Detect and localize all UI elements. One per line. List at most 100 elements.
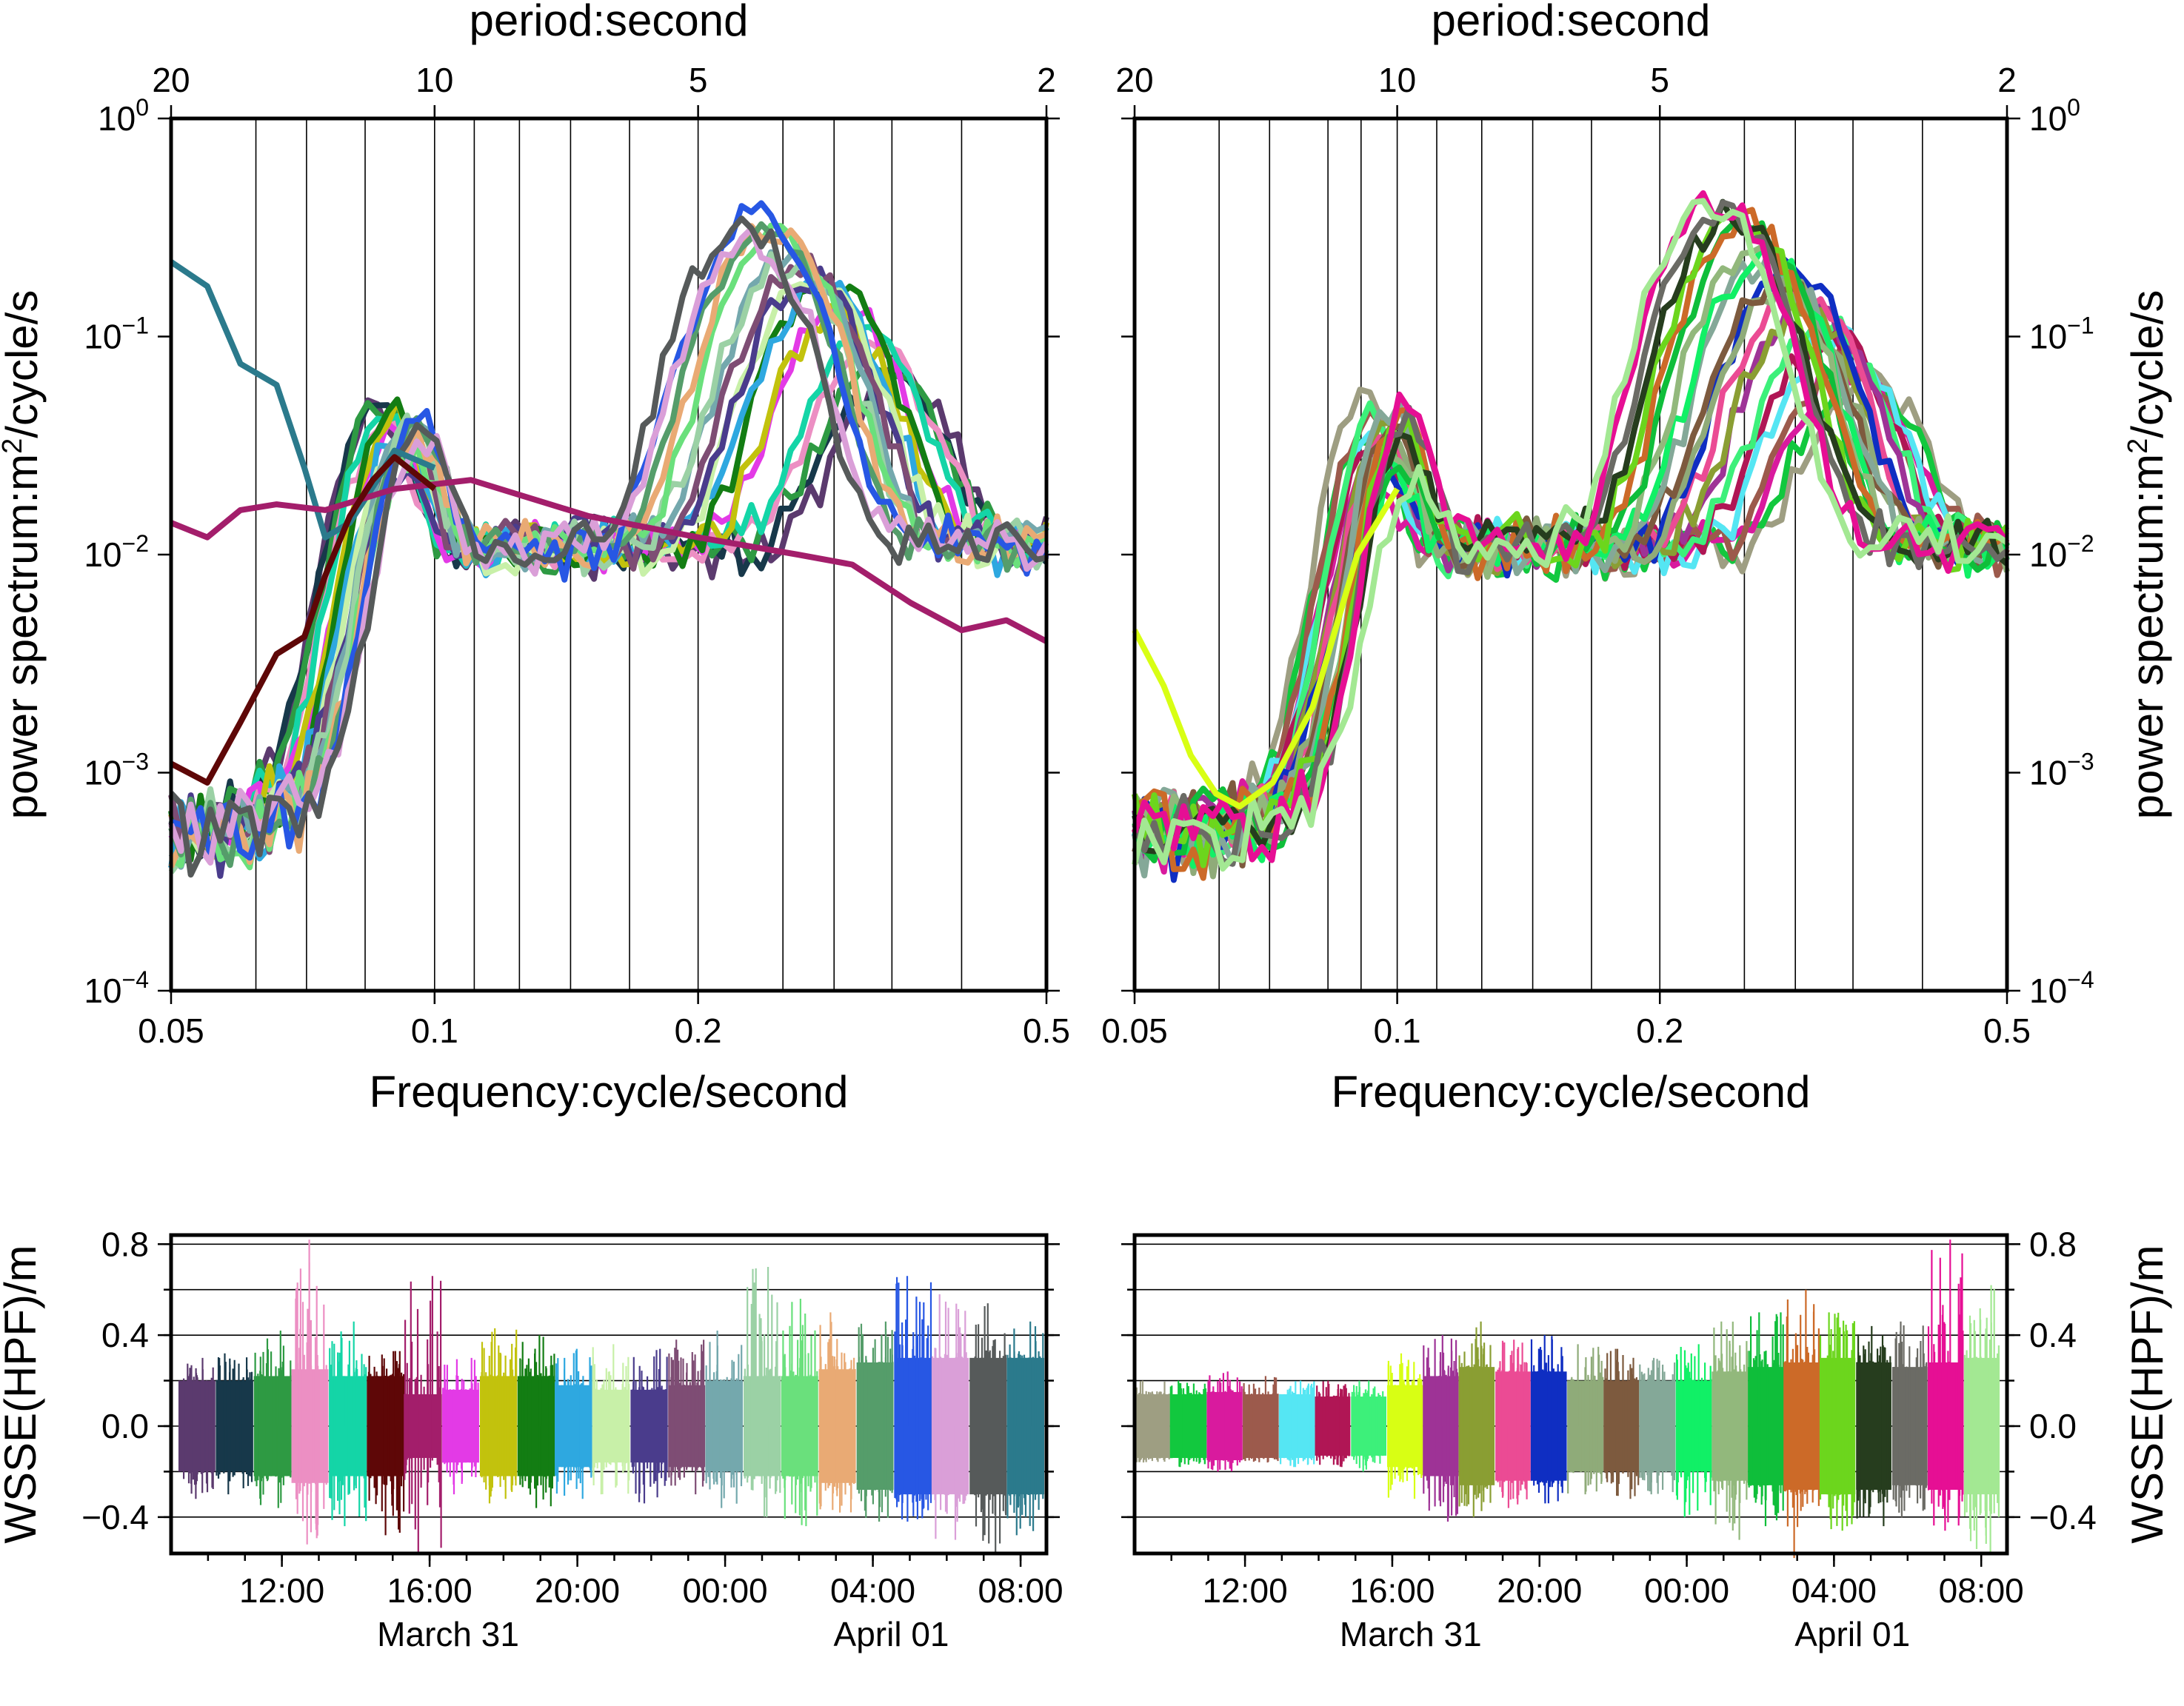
y-tick-exp: −4 xyxy=(122,966,149,993)
wave-segment-spikes xyxy=(818,1312,856,1513)
x-tick-label: 12:00 xyxy=(239,1571,324,1610)
wave-segment-spikes xyxy=(1423,1335,1458,1522)
wave-segment-spikes xyxy=(1530,1335,1563,1504)
wave-segment-spikes xyxy=(481,1328,518,1504)
y-tick-label: 10−1 xyxy=(2029,312,2094,356)
y-tick-exp: −4 xyxy=(2067,966,2094,993)
wave-segment-spikes xyxy=(1316,1380,1350,1468)
wave-segment-spikes xyxy=(1351,1380,1384,1472)
wave-segment-spikes xyxy=(1567,1344,1604,1495)
date-label: April 01 xyxy=(834,1615,949,1653)
tick-layer: −0.4 0.0 0.4 0.8 12:00 16:00 20:00 00:00 04:00 08… xyxy=(81,1225,1063,1653)
y-axis-title-text: power spectrum:m xyxy=(2123,454,2172,819)
y-tick-label: −0.4 xyxy=(81,1498,149,1536)
wave-segment-spikes xyxy=(1856,1325,1891,1527)
wave-segment-spikes xyxy=(894,1276,932,1522)
x-tick-label: 04:00 xyxy=(830,1571,915,1610)
y-tick-label: −0.4 xyxy=(2029,1498,2097,1536)
spectrum-series-line xyxy=(1132,487,1400,810)
top-axis-title: period:second xyxy=(470,0,749,45)
wave-segment-spikes xyxy=(1604,1348,1640,1499)
date-label: March 31 xyxy=(1340,1615,1482,1653)
y-tick-base: 10 xyxy=(84,318,121,356)
wave-segment-spikes xyxy=(1280,1380,1315,1468)
wave-segment-spikes xyxy=(442,1357,479,1495)
y-tick-label: 100 xyxy=(2029,94,2080,138)
y-tick-base: 10 xyxy=(2029,99,2067,138)
wave-segment-spikes xyxy=(1243,1376,1279,1463)
y-tick-exp: −2 xyxy=(122,530,149,557)
y-tick-label: 10−1 xyxy=(84,312,149,356)
y-tick-base: 10 xyxy=(84,754,121,792)
x-tick-label: 08:00 xyxy=(978,1571,1063,1610)
top-tick-label: 5 xyxy=(689,61,708,99)
y-tick-exp: −3 xyxy=(122,749,149,775)
y-axis-title: power spectrum:m2/cycle/s xyxy=(2123,290,2172,820)
x-tick-label: 0.2 xyxy=(1636,1011,1683,1050)
wave-segment-spikes xyxy=(931,1294,967,1540)
spectrum-series-line xyxy=(169,215,1047,878)
wave-segment-spikes xyxy=(744,1267,781,1517)
x-tick-label: 0.5 xyxy=(1983,1011,2031,1050)
x-tick-label: 16:00 xyxy=(387,1571,472,1610)
y-axis-title: WSSE(HPF)/m xyxy=(2123,1245,2172,1543)
y-tick-label: 0.0 xyxy=(2029,1407,2077,1445)
spectrum-series-line xyxy=(170,454,437,786)
x-tick-label: 0.05 xyxy=(138,1011,204,1050)
y-tick-label: 10−4 xyxy=(2029,966,2094,1010)
y-axis-title-text-2: /cycle/s xyxy=(2123,290,2172,438)
top-tick-label: 10 xyxy=(415,61,453,99)
y-tick-base: 10 xyxy=(84,971,121,1010)
y-tick-label: 0.4 xyxy=(101,1316,149,1354)
wave-segments-layer xyxy=(1135,1240,2000,1559)
wave-segment-spikes xyxy=(668,1339,705,1495)
y-tick-exp: −2 xyxy=(2067,530,2094,557)
wave-segment-spikes xyxy=(216,1353,253,1495)
y-tick-base: 10 xyxy=(2029,971,2067,1010)
y-tick-label: 0.8 xyxy=(2029,1225,2077,1263)
wave-segment-spikes xyxy=(1783,1289,1820,1559)
wsse-panel-right: −0.4 0.0 0.4 0.8 12:00 16:00 20:00 00:00 04:00 08… xyxy=(1121,1225,2172,1653)
wave-segment-spikes xyxy=(1639,1357,1676,1495)
plot-frame xyxy=(1132,116,2009,993)
x-tick-label: 00:00 xyxy=(1644,1571,1729,1610)
y-tick-label: 10−3 xyxy=(84,749,149,792)
top-tick-label: 10 xyxy=(1378,61,1416,99)
x-tick-label: 00:00 xyxy=(683,1571,768,1610)
spectrum-series-line xyxy=(1132,199,2009,867)
spectrum-series-line xyxy=(1132,198,2009,872)
y-axis-title-sup: 2 xyxy=(2123,438,2154,454)
wave-segment-spikes xyxy=(858,1321,894,1522)
y-tick-base: 10 xyxy=(2029,754,2067,792)
y-tick-label: 10−2 xyxy=(84,530,149,574)
top-tick-label: 20 xyxy=(1115,61,1153,99)
y-axis-title: power spectrum:m2/cycle/s xyxy=(0,290,47,820)
top-tick-label: 2 xyxy=(1037,61,1056,99)
y-tick-exp: −3 xyxy=(2067,749,2094,775)
wave-segment-spikes xyxy=(1748,1312,1784,1527)
y-tick-label: 0.0 xyxy=(101,1407,149,1445)
y-axis-title-text-2: /cycle/s xyxy=(0,290,47,438)
wave-segment-spikes xyxy=(1892,1321,1928,1517)
wave-segments-layer xyxy=(178,1240,1044,1553)
wsse-panel-left: −0.4 0.0 0.4 0.8 12:00 16:00 20:00 00:00 04:00 08… xyxy=(0,1225,1063,1653)
x-tick-label: 20:00 xyxy=(1497,1571,1582,1610)
spectrum-series-line xyxy=(170,477,1048,644)
x-tick-label: 04:00 xyxy=(1791,1571,1877,1610)
wave-segment-spikes xyxy=(1006,1321,1044,1536)
date-label: April 01 xyxy=(1794,1615,1910,1653)
y-tick-label: 0.8 xyxy=(101,1225,149,1263)
series-layer xyxy=(1132,190,2010,883)
x-tick-label: 0.05 xyxy=(1101,1011,1168,1050)
wave-segment-spikes xyxy=(254,1331,292,1508)
x-tick-label: 16:00 xyxy=(1349,1571,1435,1610)
y-tick-base: 10 xyxy=(2029,318,2067,356)
wave-segment-spikes xyxy=(1169,1380,1207,1468)
wave-segment-spikes xyxy=(1713,1321,1749,1540)
x-tick-label: 12:00 xyxy=(1203,1571,1288,1610)
